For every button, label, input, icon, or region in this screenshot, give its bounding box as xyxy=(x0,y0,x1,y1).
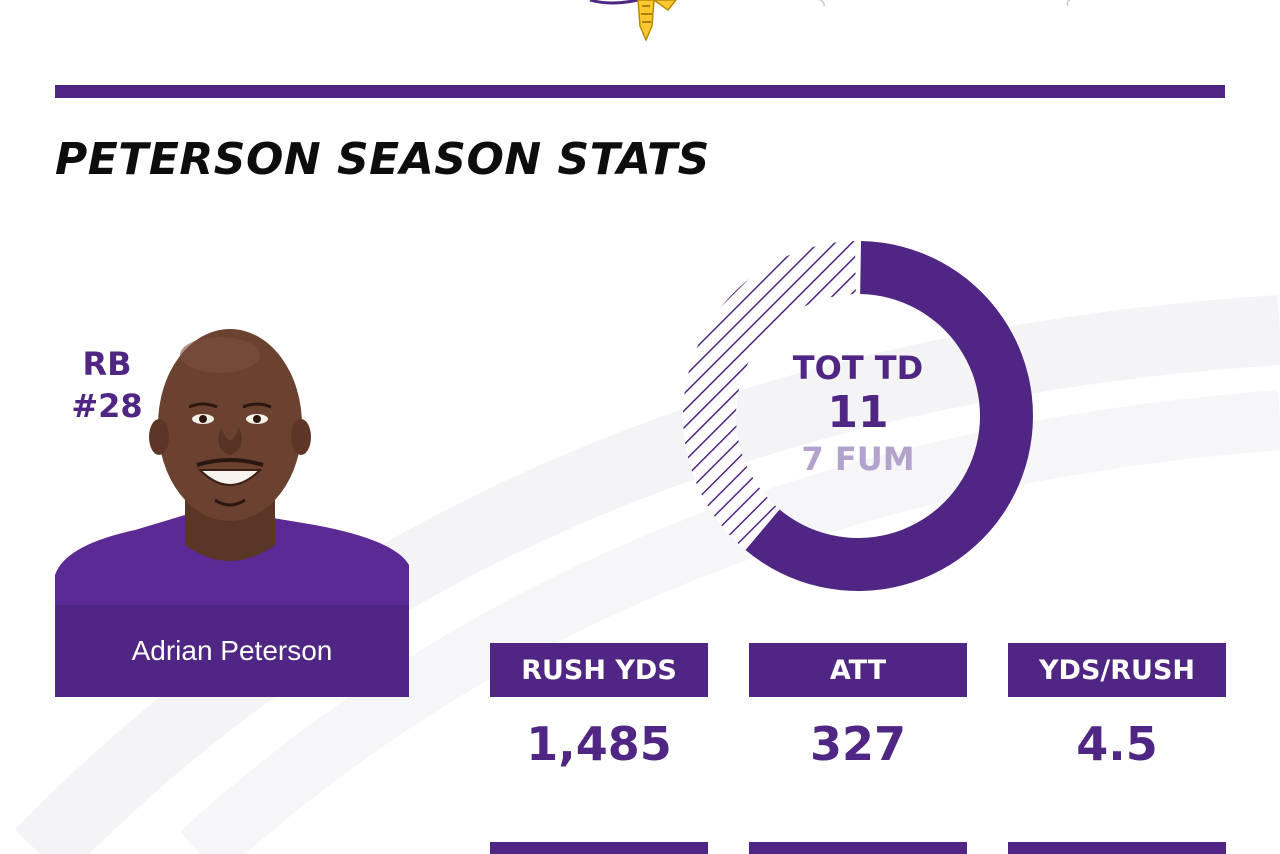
donut-value: 11 xyxy=(827,387,889,438)
stat-value: 327 xyxy=(809,717,907,771)
player-position-badge: RB #28 xyxy=(64,343,150,427)
player-position: RB xyxy=(82,345,132,383)
stat-label: RUSH YDS xyxy=(490,643,708,697)
page-title: PETERSON SEASON STATS xyxy=(55,134,710,185)
stat-yds-per-rush: YDS/RUSH 4.5 xyxy=(1008,643,1226,791)
stat-att: ATT 327 xyxy=(749,643,967,791)
player-name-banner: Adrian Peterson xyxy=(55,605,409,697)
stat-label: ATT xyxy=(749,643,967,697)
donut-sub-label: 7 FUM xyxy=(801,440,915,478)
stat-box-next-row xyxy=(749,842,967,854)
stat-value: 1,485 xyxy=(526,717,672,771)
stat-rush-yds: RUSH YDS 1,485 xyxy=(490,643,708,791)
stat-label: YDS/RUSH xyxy=(1008,643,1226,697)
td-fumble-donut xyxy=(683,241,1033,591)
top-divider xyxy=(55,85,1225,98)
donut-segment-fumbles xyxy=(683,241,856,549)
stat-value: 4.5 xyxy=(1076,717,1158,771)
player-headshot xyxy=(55,329,409,605)
donut-segment-touchdowns xyxy=(745,241,1033,591)
donut-label: TOT TD xyxy=(792,349,924,387)
player-number: #28 xyxy=(71,387,143,425)
player-name: Adrian Peterson xyxy=(131,635,333,666)
vikings-head-logo-icon xyxy=(589,0,677,42)
donut-center: TOT TD 11 7 FUM xyxy=(758,348,958,480)
stat-box-next-row xyxy=(1008,842,1226,854)
stat-box-next-row xyxy=(490,842,708,854)
team-logo xyxy=(589,0,1071,42)
